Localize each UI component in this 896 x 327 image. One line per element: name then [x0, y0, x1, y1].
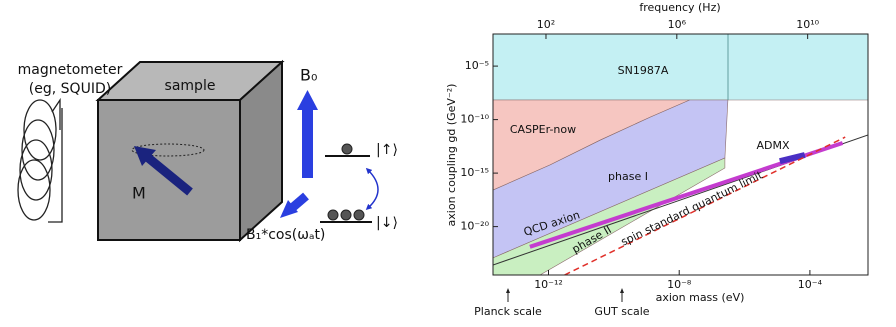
m-arrow — [143, 152, 193, 196]
b1-arrow — [289, 192, 309, 212]
x-axis-label: axion mass (eV) — [656, 291, 745, 304]
y-tick-label: 10⁻¹⁵ — [460, 166, 489, 179]
label: B₀ — [300, 66, 317, 85]
b0-head — [297, 90, 318, 110]
spin — [341, 143, 353, 155]
x2-tick-label: 10¹⁰ — [796, 18, 819, 31]
label: M — [132, 184, 146, 203]
x-tick-label: 10⁻⁸ — [667, 278, 692, 291]
x2-axis-label: frequency (Hz) — [639, 1, 720, 14]
label: magnetometer — [18, 62, 123, 78]
label: (eg, SQUID) — [29, 81, 111, 97]
plot-frame — [492, 33, 869, 276]
b1-head — [280, 200, 298, 218]
line — [564, 136, 846, 275]
y-axis-label: axion coupling gd (GeV⁻²) — [445, 84, 458, 227]
spin — [340, 209, 352, 221]
diagram: magnetometer (eg, SQUID) sample B₀ M B₁*… — [17, 59, 398, 243]
x2-tick-label: 10⁶ — [668, 18, 687, 31]
line — [779, 152, 806, 165]
x2-tick-label: 10² — [537, 18, 555, 31]
transition — [365, 167, 379, 211]
y-tick-label: 10⁻⁵ — [465, 59, 489, 72]
y-tick-label: 10⁻²⁰ — [460, 220, 489, 233]
annotation: Planck scale — [474, 305, 542, 318]
m-head — [134, 146, 156, 166]
series-label: SN1987A — [618, 64, 669, 77]
b0-arrow — [302, 108, 313, 178]
x-tick-label: 10⁻¹² — [534, 278, 563, 291]
annotation-head — [506, 288, 510, 293]
x-tick-label: 10⁻⁴ — [798, 278, 823, 291]
label: B₁*cos(ωₐt) — [246, 227, 325, 243]
series-label: phase I — [608, 170, 648, 183]
region — [493, 157, 726, 275]
annotation: GUT scale — [594, 305, 649, 318]
annotation-head — [620, 288, 624, 293]
label: sample — [165, 78, 216, 94]
label: |↑⟩ — [376, 142, 398, 158]
label: |↓⟩ — [376, 215, 398, 231]
y-tick-label: 10⁻¹⁰ — [460, 113, 489, 126]
coil — [17, 97, 63, 223]
spin — [353, 209, 365, 221]
region — [493, 34, 868, 101]
spin — [327, 209, 339, 221]
series-label: CASPEr-now — [510, 123, 576, 136]
precession — [131, 143, 205, 157]
series-label: ADMX — [756, 139, 789, 152]
